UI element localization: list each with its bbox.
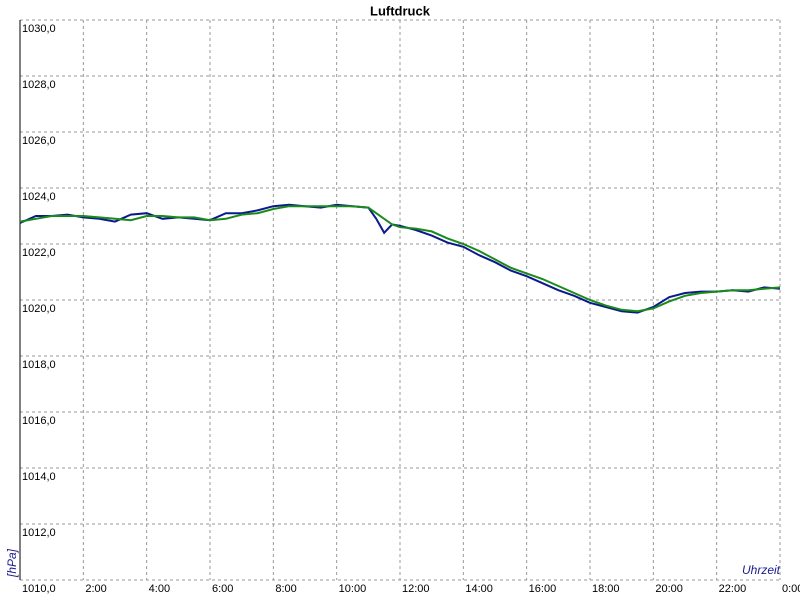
x-tick-label: 10:00 [339,583,367,595]
x-tick-label: 8:00 [275,583,296,595]
y-tick-label: 1026,0 [22,135,56,147]
x-tick-label: 22:00 [719,583,747,595]
x-tick-label: 12:00 [402,583,430,595]
y-tick-label: 1018,0 [22,359,56,371]
y-tick-label: 1010,0 [22,583,56,595]
x-tick-label: 0:00 [782,583,800,595]
y-tick-label: 1024,0 [22,191,56,203]
x-tick-label: 14:00 [465,583,493,595]
y-tick-label: 1012,0 [22,527,56,539]
x-axis-label: Uhrzeit [742,563,781,577]
x-tick-label: 6:00 [212,583,233,595]
x-tick-label: 20:00 [655,583,683,595]
y-tick-label: 1022,0 [22,247,56,259]
y-tick-label: 1020,0 [22,303,56,315]
x-tick-label: 2:00 [85,583,106,595]
x-tick-label: 16:00 [529,583,557,595]
chart-title: Luftdruck [370,3,431,18]
x-tick-label: 4:00 [149,583,170,595]
y-tick-label: 1014,0 [22,471,56,483]
y-tick-label: 1016,0 [22,415,56,427]
y-tick-label: 1030,0 [22,23,56,35]
data-line [19,205,781,313]
y-axis-label: [hPa] [5,548,19,578]
x-tick-label: 18:00 [592,583,620,595]
y-tick-label: 1028,0 [22,79,56,91]
